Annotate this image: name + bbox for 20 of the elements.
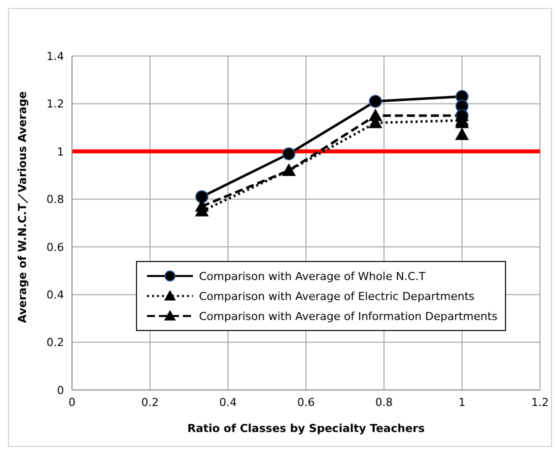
legend-label: Comparison with Average of Information Departments bbox=[199, 310, 498, 322]
y-tick-label: 1.2 bbox=[46, 98, 64, 111]
y-axis-title: Average of W.N.C.T／Various Average bbox=[16, 91, 29, 323]
x-tick-label: 0.2 bbox=[141, 396, 159, 409]
y-tick-label: 0 bbox=[57, 384, 64, 397]
x-tick-label: 0.6 bbox=[297, 396, 315, 409]
x-tick-label: 0 bbox=[68, 396, 76, 409]
y-tick-label: 1.4 bbox=[46, 50, 64, 63]
y-tick-label: 0.8 bbox=[46, 193, 64, 206]
x-tick-label: 0.4 bbox=[219, 396, 237, 409]
legend-label: Comparison with Average of Electric Departments bbox=[199, 290, 475, 302]
y-tick-label: 0.6 bbox=[46, 240, 64, 254]
y-tick-label: 0.4 bbox=[46, 288, 64, 302]
y-tick-label: 0.2 bbox=[46, 336, 64, 350]
x-tick-label: 0.8 bbox=[375, 396, 393, 409]
x-axis-title: Ratio of Classes by Specialty Teachers bbox=[187, 422, 426, 435]
legend-label: Comparison with Average of Whole N.C.T bbox=[199, 270, 426, 282]
x-tick-label: 1 bbox=[458, 396, 466, 409]
y-tick-label: 1 bbox=[57, 145, 64, 158]
x-tick-label: 1.2 bbox=[531, 396, 549, 409]
